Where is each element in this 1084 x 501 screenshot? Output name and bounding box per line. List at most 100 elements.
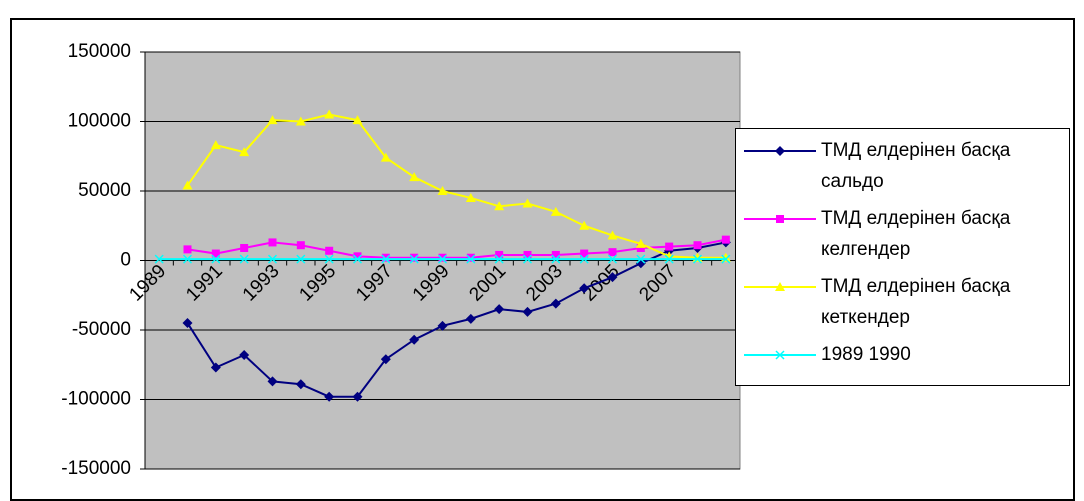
point [267,376,278,387]
legend: ТМД елдерінен басқа сальдо ТМД елдерінен … [735,128,1070,386]
point [210,362,221,373]
point [551,254,561,264]
point [210,140,221,150]
legend-label: ТМД елдерінен басқа келгендер [821,208,1011,260]
point [296,241,305,250]
point [239,147,250,157]
legend-item: ТМД елдерінен басқа кеткендер [736,271,1066,333]
series [183,235,730,262]
y-tick-label: 100000 [68,111,131,132]
point [352,391,363,402]
point [380,152,391,162]
point [353,252,362,261]
point [352,254,363,264]
point [295,116,306,126]
point [579,220,590,230]
point [267,115,278,125]
point [381,254,391,264]
point [522,254,533,264]
point [240,243,249,252]
legend-symbol [744,350,816,360]
point [693,241,702,250]
legend-label: 1989 1990 [821,344,911,365]
point [579,283,590,294]
point [380,354,391,365]
point [776,215,784,223]
point [775,146,785,156]
point [409,254,419,264]
point [352,115,363,125]
point [409,334,420,345]
y-tick-label: 150000 [68,41,131,62]
point [522,306,533,317]
point [665,242,674,251]
point [579,254,589,264]
point [182,318,193,329]
point [183,245,192,254]
point [211,254,221,264]
y-tick-label: 0 [120,250,131,271]
point [608,248,617,257]
point [494,304,505,315]
point [466,253,475,262]
point [182,180,193,190]
point [494,201,505,211]
point [381,253,390,262]
point [607,230,618,240]
point [494,254,504,264]
series [154,254,731,264]
point [692,254,703,264]
point [324,391,335,402]
legend-item: ТМД елдерінен басқа келгендер [736,203,1066,265]
y-tick-label: -50000 [72,319,131,340]
point [295,379,306,390]
point [522,198,533,208]
point [465,313,476,324]
point [466,254,476,264]
point [607,272,618,283]
point [465,192,476,202]
point [635,238,646,248]
point [154,254,164,264]
point [551,250,560,259]
point [437,254,448,264]
point [437,186,448,195]
legend-item: ТМД елдерінен басқа сальдо [736,135,1066,197]
point [580,249,589,258]
point [239,350,250,361]
legend-symbol [744,282,816,291]
y-tick-label: -100000 [61,389,131,410]
legend-symbol [744,215,816,223]
point [523,250,532,259]
y-tick-label: -150000 [61,458,131,479]
point [324,109,335,119]
point [721,254,731,264]
point [607,254,618,264]
point [775,350,785,360]
point [636,254,646,264]
point [409,172,420,182]
point [324,254,334,264]
series-line [186,113,726,259]
point [268,238,277,247]
point [550,206,561,216]
point [495,250,504,259]
point [775,282,785,291]
point [325,246,334,255]
point [550,298,561,309]
series-line [186,241,727,398]
point [296,254,306,264]
y-tick-label: 50000 [78,180,131,201]
point [410,253,419,262]
point [721,235,730,244]
point [211,249,220,258]
legend-label: ТМД елдерінен басқа сальдо [821,140,1011,192]
point [182,254,193,264]
point [267,254,278,264]
legend-symbol [744,146,816,156]
point [664,251,675,261]
point [664,254,674,264]
point [437,320,448,331]
legend-item: 1989 1990 [736,339,1066,370]
